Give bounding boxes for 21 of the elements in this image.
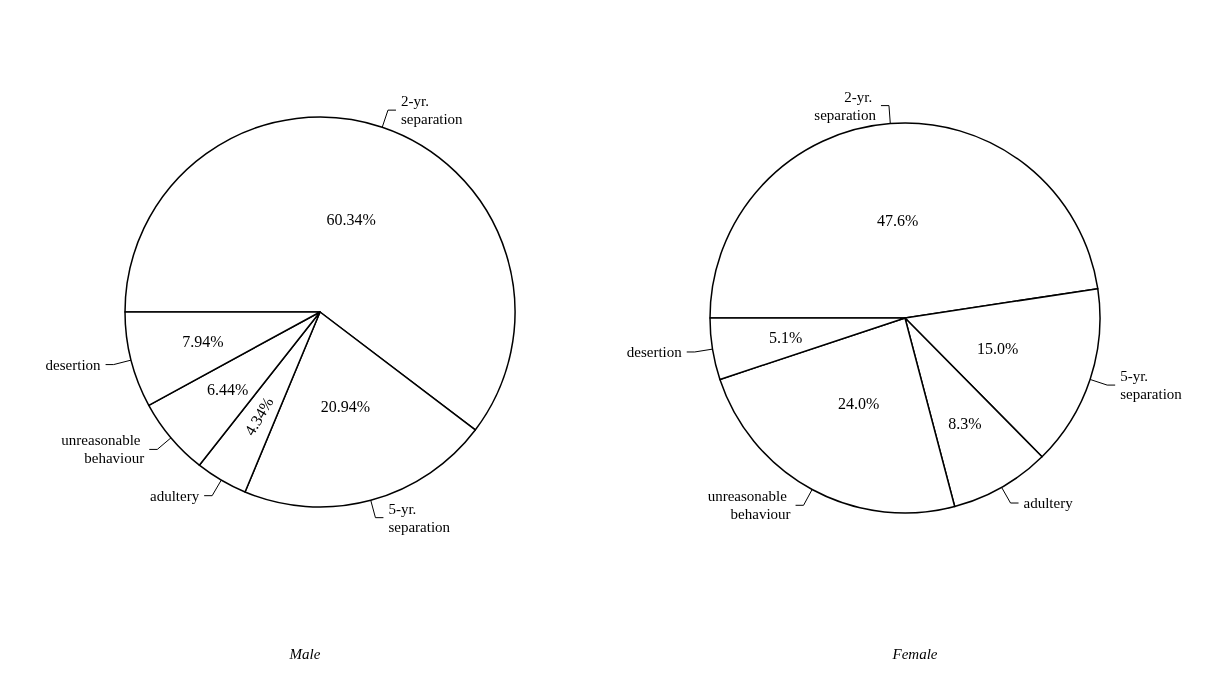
slice-label: adultery bbox=[1023, 495, 1074, 512]
data-label: 24.0% bbox=[837, 395, 880, 413]
slice-label: unreasonable behaviour bbox=[707, 488, 791, 523]
slice-label: desertion bbox=[45, 356, 102, 373]
slice-label: 5-yr. separation bbox=[388, 500, 451, 535]
slice-label: 5-yr. separation bbox=[1120, 368, 1183, 403]
slice-label: 2-yr. separation bbox=[814, 88, 877, 123]
data-label: 20.94% bbox=[320, 397, 371, 415]
data-label: 15.0% bbox=[976, 340, 1019, 358]
data-label: 8.3% bbox=[948, 414, 982, 432]
slice-label: desertion bbox=[626, 343, 683, 360]
slice-label: adultery bbox=[149, 487, 200, 504]
data-label: 6.44% bbox=[206, 381, 249, 399]
data-label: 7.94% bbox=[182, 333, 224, 351]
text: Female bbox=[891, 645, 938, 662]
data-label: 47.6% bbox=[876, 212, 919, 230]
data-label: 5.1% bbox=[768, 328, 803, 346]
slice-label: unreasonable behaviour bbox=[61, 432, 145, 467]
slice-label: 2-yr. separation bbox=[400, 93, 464, 128]
text: Male bbox=[288, 645, 321, 662]
data-label: 60.34% bbox=[326, 211, 376, 229]
